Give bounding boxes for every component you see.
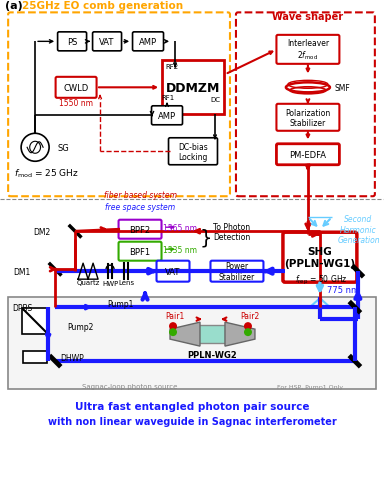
- Text: Power
Stabilizer: Power Stabilizer: [219, 262, 255, 282]
- Text: RF1: RF1: [161, 95, 175, 101]
- Polygon shape: [225, 323, 255, 346]
- Circle shape: [169, 323, 177, 331]
- Text: free space system: free space system: [105, 202, 175, 211]
- Bar: [197, 326, 227, 343]
- FancyBboxPatch shape: [152, 107, 182, 126]
- Text: Interleaver
$2f_{\rm mod}$: Interleaver $2f_{\rm mod}$: [287, 39, 329, 62]
- FancyBboxPatch shape: [58, 33, 86, 52]
- Text: Quartz: Quartz: [76, 280, 100, 286]
- FancyBboxPatch shape: [56, 78, 96, 99]
- Circle shape: [21, 134, 49, 162]
- Circle shape: [244, 323, 252, 331]
- Text: SMF: SMF: [335, 84, 351, 93]
- Text: For HSP, Pump1 Only: For HSP, Pump1 Only: [277, 384, 343, 389]
- Text: 25GHz EO comb generation: 25GHz EO comb generation: [22, 2, 183, 12]
- Text: DC: DC: [210, 97, 220, 103]
- FancyBboxPatch shape: [276, 144, 339, 165]
- Text: 1535 nm: 1535 nm: [163, 245, 197, 254]
- Text: 1550 nm: 1550 nm: [59, 99, 93, 108]
- FancyBboxPatch shape: [169, 138, 217, 165]
- FancyBboxPatch shape: [276, 36, 339, 65]
- FancyBboxPatch shape: [119, 242, 162, 261]
- Text: SG: SG: [57, 143, 69, 152]
- Text: VAT: VAT: [166, 267, 181, 276]
- FancyBboxPatch shape: [119, 220, 162, 239]
- Text: DDMZM: DDMZM: [166, 82, 220, 95]
- Text: Pump2: Pump2: [67, 322, 93, 331]
- FancyBboxPatch shape: [93, 33, 122, 52]
- Text: DPBS: DPBS: [12, 303, 32, 312]
- Text: BPF1: BPF1: [129, 247, 151, 256]
- Circle shape: [244, 329, 252, 337]
- Text: 775 nm: 775 nm: [327, 285, 359, 294]
- Text: $f_{\rm rep}$ = 50 GHz: $f_{\rm rep}$ = 50 GHz: [295, 273, 348, 286]
- Text: with non linear waveguide in Sagnac interferometer: with non linear waveguide in Sagnac inte…: [48, 416, 336, 426]
- Text: SHG
(PPLN-WG1): SHG (PPLN-WG1): [284, 247, 356, 269]
- Bar: [162, 61, 224, 115]
- Text: }: }: [200, 228, 212, 247]
- Text: HWP: HWP: [102, 281, 118, 287]
- Text: $f_{\rm mod}$ = 25 GHz: $f_{\rm mod}$ = 25 GHz: [14, 168, 79, 180]
- Text: PS: PS: [67, 38, 77, 47]
- Polygon shape: [170, 323, 200, 346]
- Text: Wave shaper: Wave shaper: [272, 13, 343, 23]
- Text: DM1: DM1: [13, 267, 30, 276]
- Text: Pump1: Pump1: [107, 299, 133, 308]
- Text: BPF2: BPF2: [129, 225, 151, 234]
- FancyBboxPatch shape: [283, 233, 357, 283]
- Bar: [23, 351, 47, 363]
- Text: PPLN-WG2: PPLN-WG2: [187, 350, 237, 359]
- Text: Lens: Lens: [118, 280, 134, 286]
- Text: AMP: AMP: [139, 38, 157, 47]
- FancyBboxPatch shape: [276, 105, 339, 132]
- Text: 1565 nm: 1565 nm: [163, 223, 197, 232]
- Text: Second
Harmonic
Generation: Second Harmonic Generation: [337, 215, 380, 244]
- Text: PM-EDFA: PM-EDFA: [290, 150, 326, 159]
- Text: AMP: AMP: [158, 112, 176, 121]
- Text: fiber based system: fiber based system: [104, 190, 177, 199]
- FancyBboxPatch shape: [132, 33, 164, 52]
- FancyBboxPatch shape: [157, 261, 189, 282]
- Text: Polarization
Stabilizer: Polarization Stabilizer: [285, 108, 331, 128]
- Text: Sagnac-loop photon source: Sagnac-loop photon source: [82, 383, 178, 389]
- Text: DHWP: DHWP: [60, 353, 84, 362]
- Text: To Photon
Detection: To Photon Detection: [213, 222, 250, 241]
- FancyBboxPatch shape: [210, 261, 263, 282]
- Text: Pair2: Pair2: [240, 311, 260, 320]
- Text: CWLD: CWLD: [63, 84, 89, 93]
- Text: Ultra fast entangled photon pair source: Ultra fast entangled photon pair source: [75, 401, 309, 411]
- Text: RF2: RF2: [166, 64, 179, 70]
- Text: DC-bias
Locking: DC-bias Locking: [178, 142, 208, 162]
- Text: (a): (a): [5, 2, 23, 12]
- Bar: [8, 298, 376, 389]
- Bar: [22, 309, 48, 335]
- Text: DM2: DM2: [33, 227, 50, 236]
- Text: Pair1: Pair1: [166, 311, 185, 320]
- Text: VAT: VAT: [99, 38, 115, 47]
- Circle shape: [169, 329, 177, 337]
